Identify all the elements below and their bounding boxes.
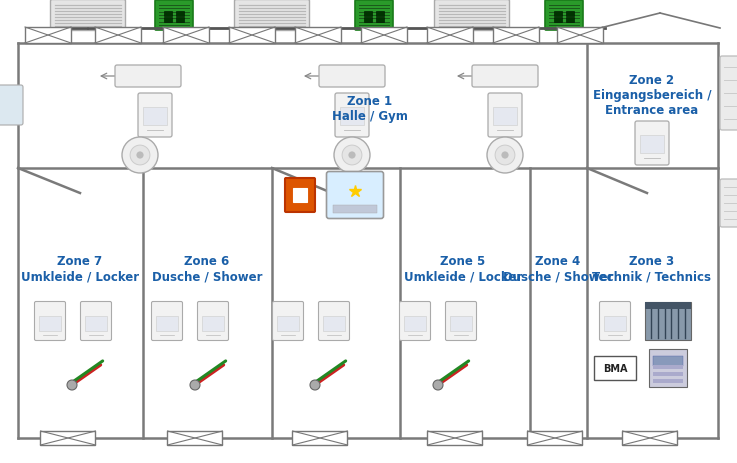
Bar — [649, 349, 687, 387]
Bar — [404, 316, 426, 332]
Bar — [167, 431, 223, 445]
Circle shape — [67, 380, 77, 390]
Bar — [364, 12, 372, 17]
Bar — [645, 302, 691, 340]
FancyBboxPatch shape — [273, 302, 304, 341]
Circle shape — [433, 380, 443, 390]
FancyBboxPatch shape — [445, 302, 477, 341]
FancyBboxPatch shape — [720, 180, 737, 227]
Bar — [163, 28, 209, 44]
Text: BMA: BMA — [603, 363, 627, 373]
FancyBboxPatch shape — [355, 1, 393, 31]
Bar — [640, 136, 664, 154]
FancyBboxPatch shape — [435, 0, 509, 31]
Bar — [493, 28, 539, 44]
Bar — [85, 316, 107, 332]
Bar — [364, 18, 372, 22]
Circle shape — [349, 152, 355, 159]
Bar — [376, 12, 384, 17]
Bar — [295, 28, 341, 44]
Bar — [623, 431, 677, 445]
Bar — [95, 28, 141, 44]
FancyBboxPatch shape — [198, 302, 228, 341]
Bar — [156, 316, 178, 332]
Text: Zone 1
Halle / Gym: Zone 1 Halle / Gym — [332, 95, 408, 123]
FancyBboxPatch shape — [399, 302, 430, 341]
Circle shape — [122, 138, 158, 174]
Bar — [176, 18, 184, 22]
Bar — [653, 379, 683, 383]
FancyBboxPatch shape — [80, 302, 111, 341]
Bar — [554, 18, 562, 22]
Bar — [557, 28, 603, 44]
Bar — [25, 28, 71, 44]
Bar — [229, 28, 275, 44]
Bar — [164, 18, 172, 22]
Bar — [333, 206, 377, 213]
Circle shape — [342, 146, 362, 166]
Bar — [653, 356, 683, 366]
Bar — [376, 18, 384, 22]
FancyBboxPatch shape — [326, 172, 383, 219]
Circle shape — [487, 138, 523, 174]
Bar — [176, 12, 184, 17]
Bar — [293, 431, 348, 445]
Bar — [427, 431, 483, 445]
FancyBboxPatch shape — [720, 57, 737, 131]
Circle shape — [495, 146, 515, 166]
FancyBboxPatch shape — [115, 66, 181, 88]
Text: Zone 7
Umkleide / Locker: Zone 7 Umkleide / Locker — [21, 255, 139, 282]
Circle shape — [136, 152, 144, 159]
FancyBboxPatch shape — [599, 302, 630, 341]
FancyBboxPatch shape — [0, 86, 23, 126]
Text: Zone 5
Umkleide / Locker: Zone 5 Umkleide / Locker — [404, 255, 522, 282]
FancyBboxPatch shape — [335, 94, 369, 138]
FancyBboxPatch shape — [635, 122, 669, 166]
Bar — [361, 28, 407, 44]
FancyBboxPatch shape — [138, 94, 172, 138]
Bar — [653, 365, 683, 369]
Circle shape — [310, 380, 320, 390]
Bar — [323, 316, 345, 332]
FancyBboxPatch shape — [319, 66, 385, 88]
Bar — [202, 316, 224, 332]
Bar — [566, 12, 574, 17]
Bar — [653, 372, 683, 376]
FancyBboxPatch shape — [318, 302, 349, 341]
Bar — [566, 18, 574, 22]
FancyBboxPatch shape — [472, 66, 538, 88]
Circle shape — [501, 152, 509, 159]
Bar — [554, 12, 562, 17]
Bar — [645, 302, 691, 309]
FancyBboxPatch shape — [545, 1, 583, 31]
Bar — [143, 108, 167, 126]
Bar — [450, 316, 472, 332]
FancyBboxPatch shape — [51, 0, 125, 31]
Text: Zone 6
Dusche / Shower: Zone 6 Dusche / Shower — [152, 255, 262, 282]
FancyBboxPatch shape — [234, 0, 310, 31]
Bar — [594, 356, 636, 380]
Circle shape — [190, 380, 200, 390]
Bar — [277, 316, 299, 332]
Bar — [528, 431, 582, 445]
FancyBboxPatch shape — [152, 302, 183, 341]
Circle shape — [334, 138, 370, 174]
Bar — [39, 316, 61, 332]
FancyBboxPatch shape — [155, 1, 193, 31]
Text: Zone 2
Eingangsbereich /
Entrance area: Zone 2 Eingangsbereich / Entrance area — [593, 75, 711, 117]
Bar — [293, 188, 307, 203]
Bar — [493, 108, 517, 126]
Bar — [340, 108, 364, 126]
FancyBboxPatch shape — [285, 179, 315, 213]
Bar — [604, 316, 626, 332]
Text: Zone 4
Dusche / Shower: Zone 4 Dusche / Shower — [503, 255, 613, 282]
FancyBboxPatch shape — [35, 302, 66, 341]
Bar — [41, 431, 96, 445]
FancyBboxPatch shape — [488, 94, 522, 138]
Text: Zone 3
Technik / Technics: Zone 3 Technik / Technics — [593, 255, 711, 282]
Circle shape — [130, 146, 150, 166]
Bar — [427, 28, 473, 44]
Bar — [164, 12, 172, 17]
